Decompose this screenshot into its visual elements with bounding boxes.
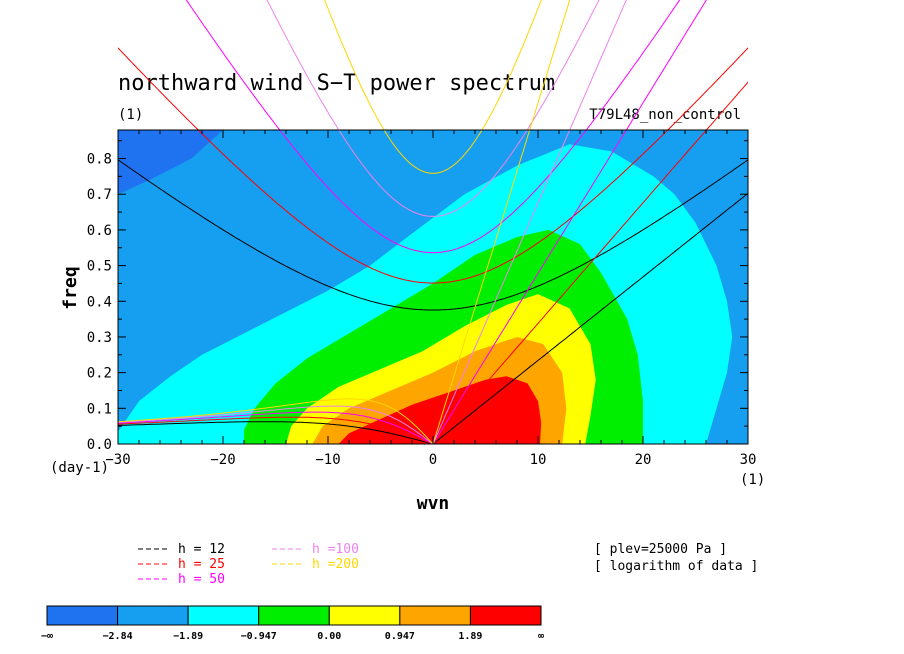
note-plev: [ plev=25000 Pa ] xyxy=(594,542,727,557)
contour-fills xyxy=(118,130,748,445)
chart-units: (1) xyxy=(118,107,143,123)
colorbar-swatch-1 xyxy=(117,605,189,626)
legend-label-1: h = 25 xyxy=(178,557,225,572)
colorbar-swatch-0 xyxy=(46,605,119,626)
x-tick-label-6: 30 xyxy=(740,452,757,468)
kelvin-curve-2 xyxy=(432,0,707,444)
colorbar: −∞ −2.84 −1.89 −0.947 0.00 0.947 1.89 ∞ xyxy=(41,605,544,642)
y-tick-label-4: 0.4 xyxy=(87,294,112,310)
y-tick-label-0: 0.0 xyxy=(87,437,112,453)
colorbar-label-4: 0.00 xyxy=(317,631,341,642)
x-tick-label-1: −20 xyxy=(210,452,235,468)
dispersion-curves-above-plot xyxy=(118,0,748,444)
ig-curve-3 xyxy=(266,0,600,217)
kelvin-curve-3 xyxy=(432,0,627,444)
colorbar-swatch-6 xyxy=(469,605,542,626)
x-tick-label-4: 10 xyxy=(530,452,547,468)
x-axis-ticks: −30 −20 −10 0 10 20 30 xyxy=(105,130,756,468)
colorbar-label-1: −2.84 xyxy=(103,631,133,642)
y-tick-label-1: 0.1 xyxy=(87,401,112,417)
y-axis-label: freq xyxy=(60,266,81,309)
x-tick-label-2: −10 xyxy=(315,452,340,468)
rossby-curve-4 xyxy=(118,398,434,444)
ig-curve-1 xyxy=(118,47,748,284)
rossby-curve-2 xyxy=(118,411,434,444)
x-tick-label-5: 20 xyxy=(635,452,652,468)
rossby-curve-3 xyxy=(118,405,434,444)
legend-label-0: h = 12 xyxy=(178,542,225,557)
colorbar-swatch-3 xyxy=(258,605,330,626)
y-tick-label-8: 0.8 xyxy=(87,152,112,168)
rossby-curve-1 xyxy=(118,416,434,444)
legend-label-2: h = 50 xyxy=(178,572,225,587)
y-unit-label: (day-1) xyxy=(50,460,109,476)
note-log: [ logarithm of data ] xyxy=(594,559,758,574)
colorbar-label-6: 1.89 xyxy=(458,631,482,642)
y-tick-label-3: 0.3 xyxy=(87,330,112,346)
kelvin-curve-0 xyxy=(432,192,748,444)
chart-title: northward wind S−T power spectrum xyxy=(118,71,555,96)
x-unit-label: (1) xyxy=(740,472,765,488)
dispersion-curves-in-plot xyxy=(118,398,434,444)
kelvin-curve-4 xyxy=(432,0,571,444)
ig-curve-2 xyxy=(185,0,681,254)
colorbar-swatch-2 xyxy=(187,605,260,626)
colorbar-swatch-4 xyxy=(328,605,401,626)
y-tick-label-7: 0.7 xyxy=(87,187,112,203)
x-tick-label-0: −30 xyxy=(105,452,130,468)
colorbar-label-7: ∞ xyxy=(538,631,544,642)
ig-curve-4 xyxy=(324,0,542,174)
y-tick-label-2: 0.2 xyxy=(87,366,112,382)
y-axis-ticks: 0.0 0.1 0.2 0.3 0.4 0.5 0.6 0.7 0.8 xyxy=(87,140,748,453)
fill-band-6 xyxy=(338,376,542,444)
legend-label-4: h =200 xyxy=(312,557,359,572)
colorbar-label-5: 0.947 xyxy=(385,631,415,642)
colorbar-label-3: −0.947 xyxy=(241,631,277,642)
rossby-curve-0 xyxy=(118,421,434,444)
colorbar-label-0: −∞ xyxy=(41,631,53,642)
x-axis-label: wvn xyxy=(417,493,450,514)
legend-label-3: h =100 xyxy=(312,542,359,557)
colorbar-swatch-5 xyxy=(399,605,471,626)
colorbar-label-2: −1.89 xyxy=(173,631,203,642)
x-tick-label-3: 0 xyxy=(429,452,437,468)
y-tick-label-6: 0.6 xyxy=(87,223,112,239)
kelvin-curve-1 xyxy=(432,81,748,444)
ig-curve-0 xyxy=(118,159,748,311)
y-tick-label-5: 0.5 xyxy=(87,259,112,275)
experiment-label: T79L48_non_control xyxy=(589,107,741,123)
